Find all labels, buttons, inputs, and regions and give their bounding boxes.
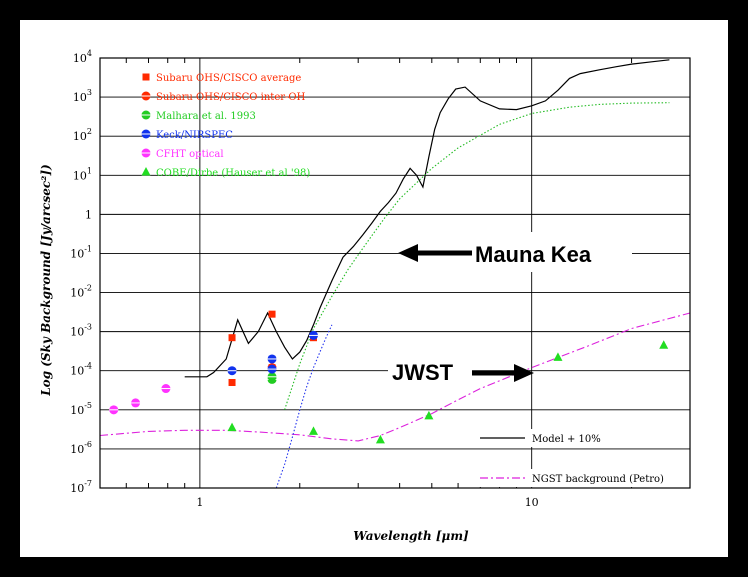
y-tick-label: 10-4 (70, 362, 92, 378)
y-tick-label: 102 (73, 127, 92, 143)
series-layer (100, 60, 690, 488)
data-point (142, 167, 151, 176)
plot-border (100, 58, 690, 488)
legend-entry-label: Malhara et al. 1993 (156, 111, 256, 122)
legend-entry-label: Subaru OHS/CISCO inter-OH (156, 92, 306, 103)
data-point (309, 426, 318, 435)
legend-entry-label: COBE/Dirbe (Hauser et al '98) (156, 168, 310, 179)
annotation-jwst: JWST (392, 360, 454, 385)
data-point (269, 311, 276, 318)
data-point (131, 398, 140, 407)
data-point (142, 111, 151, 120)
x-axis-label: Wavelength [μm] (353, 529, 469, 543)
annotation-mauna-kea: Mauna Kea (475, 242, 592, 267)
y-tick-label: 10-3 (70, 323, 92, 339)
series-line (185, 60, 670, 377)
data-point (268, 354, 277, 363)
arrow-left-head (398, 244, 418, 262)
legend-entry-label: Keck/NIRSPEC (156, 130, 233, 141)
data-point (161, 384, 170, 393)
x-tick-label: 1 (196, 496, 203, 509)
legend-entry-label: Subaru OHS/CISCO average (156, 73, 301, 84)
chart-svg: 104103102101110-110-210-310-410-510-610-… (20, 20, 728, 557)
chart-frame: 104 103 102 101 1 10-1 10-2 10-3 10-4 10-5 10-6 10-… (20, 20, 728, 557)
y-tick-label: 10-1 (70, 244, 92, 260)
data-point (109, 405, 118, 414)
y-tick-label: 104 (73, 49, 92, 65)
legend-layer: Subaru OHS/CISCO average Subaru OHS/CISCO… (142, 73, 687, 487)
y-tick-label: 10-7 (70, 479, 92, 495)
data-point (309, 331, 318, 340)
data-point (553, 352, 562, 361)
data-point (229, 379, 236, 386)
arrow-right-head (514, 364, 534, 382)
data-point (659, 340, 668, 349)
y-tick-label: 101 (73, 166, 92, 182)
data-point (268, 372, 277, 381)
grid-layer (100, 58, 690, 488)
data-point (142, 92, 151, 101)
data-point (142, 149, 151, 158)
data-point (143, 74, 150, 81)
y-tick-label: 10-6 (70, 440, 92, 456)
data-point (424, 411, 433, 420)
series-line (276, 325, 332, 488)
legend-entry-label: Model + 10% (532, 434, 601, 445)
legend-entry-label: NGST background (Petro) (532, 474, 664, 485)
data-point (229, 334, 236, 341)
data-point (228, 423, 237, 432)
data-point (268, 365, 277, 374)
data-point (142, 130, 151, 139)
annotation-layer: Mauna Kea JWST (388, 232, 632, 388)
y-tick-label: 10-2 (70, 284, 92, 300)
y-axis-label: Log (Sky Background [Jy/arcsec²]) (39, 164, 53, 397)
y-tick-label: 1 (85, 208, 92, 221)
y-tick-label: 10-5 (70, 401, 92, 417)
legend-entry-label: CFHT optical (156, 149, 224, 160)
y-tick-label: 103 (73, 88, 92, 104)
x-tick-label: 10 (525, 496, 539, 509)
data-point (228, 366, 237, 375)
